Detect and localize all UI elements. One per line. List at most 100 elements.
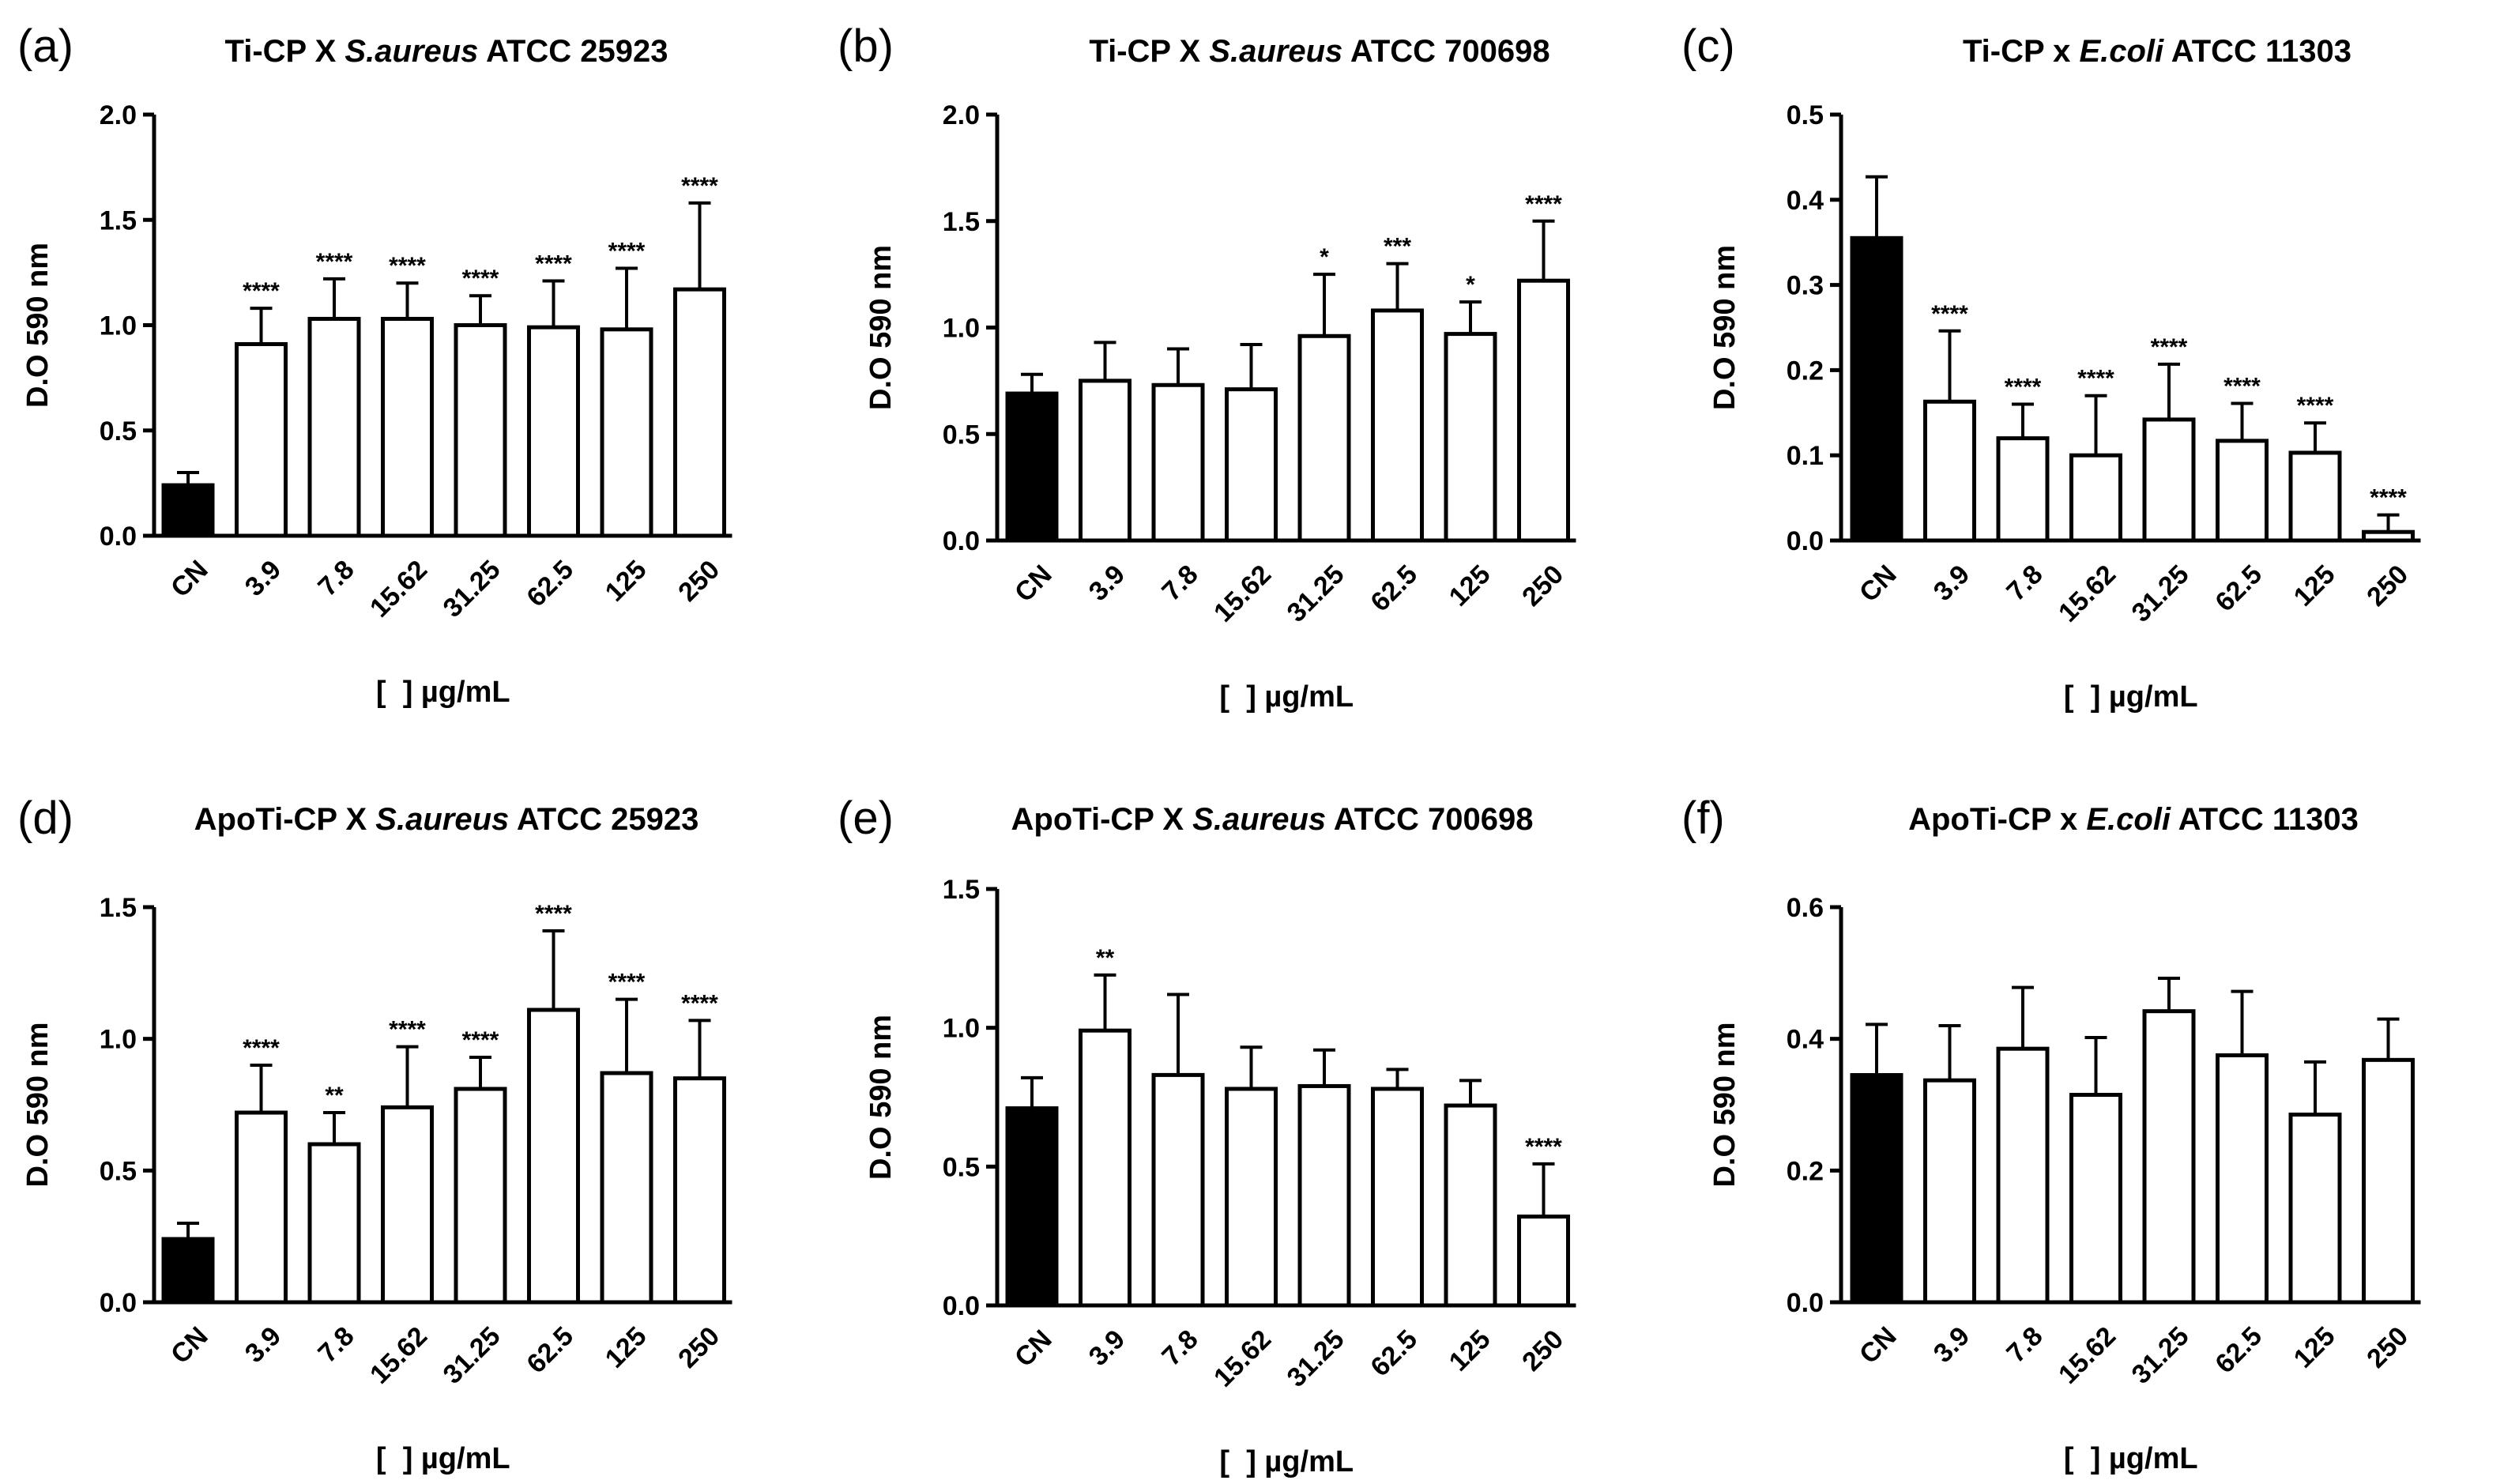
significance-label: * bbox=[1320, 244, 1329, 270]
bar-31.25 bbox=[2142, 417, 2196, 543]
bar-3.9 bbox=[1079, 1028, 1132, 1308]
x-axis-label: [ ] µg/mL bbox=[2064, 680, 2198, 714]
chart-title: ApoTi-CP X S.aureus ATCC 700698 bbox=[1011, 802, 1534, 837]
significance-label: **** bbox=[2005, 375, 2042, 401]
x-tick-label: 7.8 bbox=[1156, 1324, 1203, 1372]
panel-letter: (c) bbox=[1681, 21, 1735, 72]
bar-7.8 bbox=[1151, 1072, 1205, 1308]
chart-title-part: ATCC 11303 bbox=[2171, 802, 2359, 837]
chart-title-part: ATCC 11303 bbox=[2163, 34, 2352, 69]
y-axis-label: D.O 590 nm bbox=[864, 1015, 898, 1180]
panel-letter: (b) bbox=[838, 21, 894, 72]
y-tick-label: 0.0 bbox=[943, 526, 980, 556]
bar-CN bbox=[1850, 1073, 1903, 1305]
chart-panel-3: (c) Ti-CP x E.coli ATCC 11303 0.0 0.1 0.2 0.3… bbox=[1681, 21, 2421, 714]
panel-letter: (e) bbox=[838, 793, 894, 844]
x-tick-label: 125 bbox=[600, 555, 653, 608]
x-tick-label: 250 bbox=[1516, 559, 1569, 612]
chart-title-part: S.aureus bbox=[1209, 34, 1342, 69]
x-tick-label: 125 bbox=[1444, 1324, 1497, 1377]
bar-15.62 bbox=[1225, 387, 1278, 543]
chart-title-part: E.coli bbox=[2079, 34, 2164, 69]
y-tick-label: 1.0 bbox=[943, 314, 980, 344]
y-tick-label: 0.5 bbox=[943, 420, 980, 450]
x-tick-label: 15.62 bbox=[2053, 1321, 2122, 1390]
x-tick-label: 62.5 bbox=[1365, 559, 1423, 618]
y-axis-label: D.O 590 nm bbox=[21, 243, 55, 408]
chart-panel-4: (d) ApoTi-CP X S.aureus ATCC 25923 0.0 0.5 1… bbox=[17, 793, 732, 1475]
bar-3.9 bbox=[235, 1110, 288, 1305]
chart-title-part: ATCC 700698 bbox=[1342, 34, 1549, 69]
significance-label: **** bbox=[389, 253, 426, 279]
y-tick-label: 1.5 bbox=[100, 205, 137, 235]
x-tick-label: 3.9 bbox=[1928, 1321, 1975, 1369]
y-tick-label: 1.0 bbox=[100, 1025, 137, 1055]
chart-title-part: ApoTi-CP X bbox=[194, 802, 376, 837]
significance-label: **** bbox=[608, 970, 646, 996]
chart-title-part: E.coli bbox=[2086, 802, 2171, 837]
x-tick-label: 15.62 bbox=[364, 1321, 433, 1390]
y-tick-label: 2.0 bbox=[100, 100, 137, 130]
y-axis-label: D.O 590 nm bbox=[864, 245, 898, 410]
significance-label: **** bbox=[2077, 366, 2114, 392]
x-tick-label: 3.9 bbox=[1083, 559, 1131, 607]
bar-62.5 bbox=[2216, 439, 2269, 543]
x-tick-label: 7.8 bbox=[2001, 1321, 2048, 1369]
significance-label: **** bbox=[681, 990, 718, 1016]
bar-125 bbox=[1444, 1103, 1497, 1308]
x-tick-label: 15.62 bbox=[1208, 1324, 1277, 1393]
x-tick-label: CN bbox=[165, 555, 214, 604]
bar-125 bbox=[2288, 1113, 2342, 1305]
x-tick-label: 31.25 bbox=[2126, 559, 2195, 628]
x-axis-label: [ ] µg/mL bbox=[1219, 1445, 1354, 1478]
chart-panel-1: (a) Ti-CP X S.aureus ATCC 25923 0.0 0.5 1.0 1… bbox=[17, 21, 732, 709]
x-tick-label: CN bbox=[165, 1321, 214, 1370]
y-tick-label: 0.5 bbox=[1787, 100, 1824, 130]
panel-letter: (a) bbox=[17, 21, 73, 72]
bar-15.62 bbox=[1225, 1087, 1278, 1308]
x-tick-label: 31.25 bbox=[438, 555, 506, 623]
y-tick-label: 0.2 bbox=[1787, 356, 1824, 386]
y-tick-label: 1.5 bbox=[943, 875, 980, 905]
significance-label: **** bbox=[535, 251, 572, 277]
significance-label: **** bbox=[535, 901, 572, 927]
x-tick-label: 3.9 bbox=[239, 555, 287, 602]
bar-15.62 bbox=[2069, 1093, 2122, 1305]
x-tick-label: CN bbox=[1854, 1321, 1903, 1370]
x-tick-label: 3.9 bbox=[1083, 1324, 1131, 1372]
bar-CN bbox=[1005, 1106, 1059, 1308]
significance-label: *** bbox=[1384, 234, 1411, 260]
x-tick-label: 31.25 bbox=[1282, 1324, 1350, 1393]
y-axis-label: D.O 590 nm bbox=[1708, 245, 1742, 410]
bar-3.9 bbox=[1923, 1078, 1976, 1305]
chart-panel-6: (f) ApoTi-CP x E.coli ATCC 11303 0.0 0.2 0.4… bbox=[1681, 793, 2421, 1475]
y-tick-label: 0.0 bbox=[943, 1291, 980, 1321]
chart-title: Ti-CP x E.coli ATCC 11303 bbox=[1963, 34, 2352, 69]
chart-title: Ti-CP X S.aureus ATCC 700698 bbox=[1089, 34, 1549, 69]
significance-label: **** bbox=[243, 278, 280, 304]
bar-31.25 bbox=[454, 323, 507, 538]
bar-125 bbox=[600, 1071, 653, 1305]
chart-title: ApoTi-CP X S.aureus ATCC 25923 bbox=[194, 802, 699, 837]
bar-62.5 bbox=[2216, 1053, 2269, 1305]
bar-15.62 bbox=[381, 1105, 434, 1305]
x-tick-label: 31.25 bbox=[1282, 559, 1350, 628]
bar-125 bbox=[600, 327, 653, 538]
significance-label: **** bbox=[681, 173, 718, 199]
bar-7.8 bbox=[1151, 382, 1205, 543]
chart-title-part: Ti-CP X bbox=[225, 34, 345, 69]
y-tick-label: 1.5 bbox=[100, 893, 137, 923]
x-tick-label: 62.5 bbox=[2209, 1321, 2268, 1380]
x-tick-label: 7.8 bbox=[312, 555, 360, 602]
bar-3.9 bbox=[235, 341, 288, 538]
x-tick-label: 250 bbox=[1516, 1324, 1569, 1377]
bar-CN bbox=[161, 483, 215, 538]
significance-label: **** bbox=[462, 1027, 499, 1053]
bar-250 bbox=[1517, 1215, 1570, 1308]
bar-31.25 bbox=[1297, 333, 1351, 543]
bar-15.62 bbox=[2069, 453, 2122, 543]
significance-label: **** bbox=[2151, 334, 2188, 360]
chart-panel-2: (b) Ti-CP X S.aureus ATCC 700698 0.0 0.5 1.0… bbox=[838, 21, 1576, 714]
y-tick-label: 0.3 bbox=[1787, 271, 1824, 301]
